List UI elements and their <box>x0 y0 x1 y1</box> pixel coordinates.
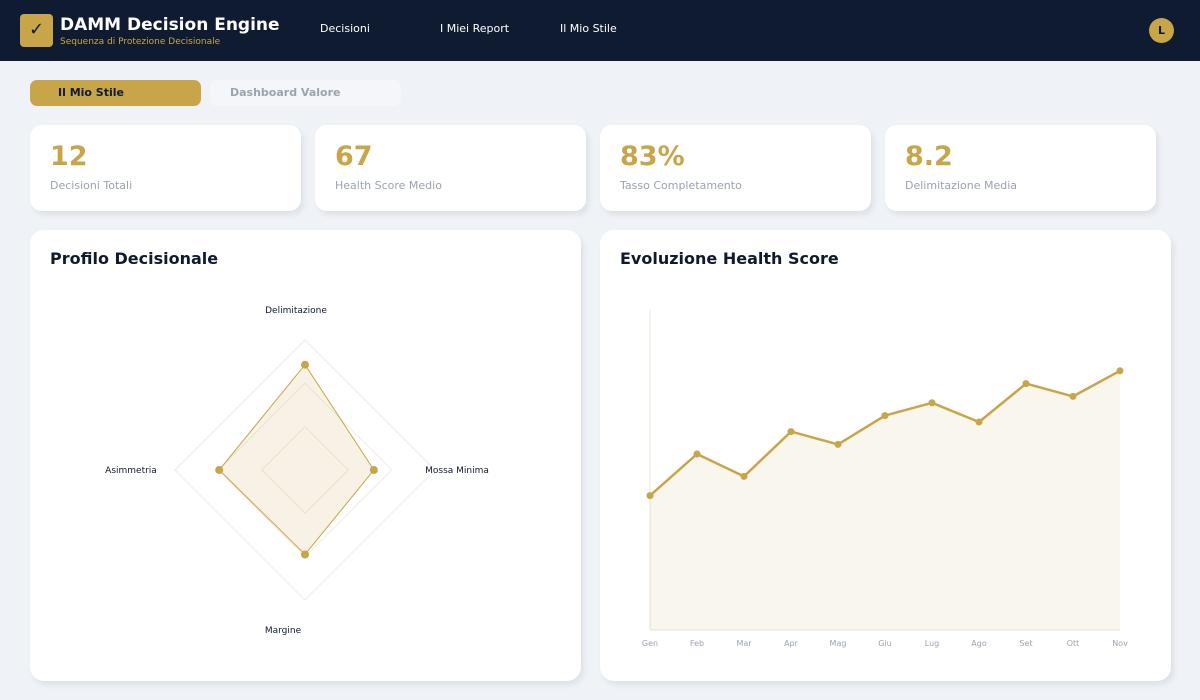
radar-area <box>218 363 375 556</box>
health-score-point <box>1116 367 1124 375</box>
logo-check-icon[interactable]: ✓ <box>20 14 53 47</box>
card-evoluzione-health-score: Evoluzione Health Score Gen Feb Mar Apr Mag G… <box>600 230 1171 681</box>
month-label: Ott <box>1067 639 1080 648</box>
stat-label: Decisioni Totali <box>50 179 133 192</box>
health-score-point <box>834 440 842 448</box>
stat-card-decisioni-totali: 12 Decisioni Totali <box>30 125 301 211</box>
nav-decisioni[interactable]: Decisioni <box>320 22 370 35</box>
nav-miei-report[interactable]: I Miei Report <box>440 22 510 35</box>
stat-value: 83% <box>620 141 685 172</box>
month-label: Gen <box>642 639 658 648</box>
radar-point <box>301 550 309 559</box>
app-title: DAMM Decision Engine <box>60 15 280 35</box>
health-score-point <box>646 492 654 500</box>
radar-points <box>215 360 378 559</box>
radar-grid-ring <box>174 339 436 601</box>
month-label: Lug <box>925 639 939 648</box>
month-label: Set <box>1019 639 1032 648</box>
stat-label: Health Score Medio <box>335 179 442 192</box>
stat-card-tasso-completamento: 83% Tasso Completamento <box>600 125 871 211</box>
stat-label: Tasso Completamento <box>620 179 742 192</box>
radar-axis-label-margine: Margine <box>265 626 302 636</box>
stat-value: 8.2 <box>905 141 953 172</box>
card-title: Evoluzione Health Score <box>620 249 839 268</box>
tab-mio-stile[interactable]: Il Mio Stile <box>30 80 201 106</box>
radar-point <box>215 466 224 474</box>
month-labels: Gen Feb Mar Apr Mag Giu Lug Ago Set Ott Nov <box>642 639 1128 648</box>
user-avatar[interactable]: L <box>1149 18 1174 43</box>
month-label: Apr <box>784 639 799 648</box>
radar-axis-label-mossa-minima: Mossa Minima <box>425 466 489 476</box>
health-score-point <box>881 412 889 420</box>
month-label: Mag <box>830 639 847 648</box>
card-profilo-decisionale: Profilo Decisionale Delimitazione Mossa … <box>30 230 581 681</box>
radar-point <box>369 466 378 474</box>
app-subtitle: Sequenza di Protezione Decisionale <box>60 37 221 47</box>
health-score-points <box>646 367 1124 500</box>
stat-card-health-score-medio: 67 Health Score Medio <box>315 125 586 211</box>
radar-axis-label-delimitazione: Delimitazione <box>265 306 327 316</box>
stat-card-delimitazione-media: 8.2 Delimitazione Media <box>885 125 1156 211</box>
card-title: Profilo Decisionale <box>50 249 219 268</box>
health-score-point <box>693 450 701 458</box>
month-label: Ago <box>971 639 987 648</box>
top-bar: ✓ DAMM Decision Engine Sequenza di Prote… <box>0 0 1200 61</box>
radar-chart: Delimitazione Mossa Minima Margine Asimm… <box>105 306 489 636</box>
nav-mio-stile[interactable]: Il Mio Stile <box>560 22 617 35</box>
health-score-area <box>650 370 1120 630</box>
radar-grid-ring <box>260 425 350 515</box>
stat-label: Delimitazione Media <box>905 179 1018 192</box>
stat-value: 12 <box>50 141 88 172</box>
radar-point <box>301 360 309 369</box>
health-score-point <box>740 472 748 480</box>
stat-value: 67 <box>335 141 373 172</box>
health-score-point <box>975 418 983 426</box>
tab-dashboard-valore[interactable]: Dashboard Valore <box>210 80 401 106</box>
radar-axis-label-asimmetria: Asimmetria <box>105 466 157 476</box>
month-label: Nov <box>1112 639 1128 648</box>
health-score-point <box>1069 392 1077 400</box>
health-score-point <box>787 428 795 436</box>
health-score-point <box>928 399 936 407</box>
month-label: Mar <box>736 639 752 648</box>
health-score-chart: Gen Feb Mar Apr Mag Giu Lug Ago Set Ott Nov <box>642 310 1128 648</box>
health-score-point <box>1022 380 1030 388</box>
month-label: Giu <box>878 639 892 648</box>
month-label: Feb <box>690 639 704 648</box>
